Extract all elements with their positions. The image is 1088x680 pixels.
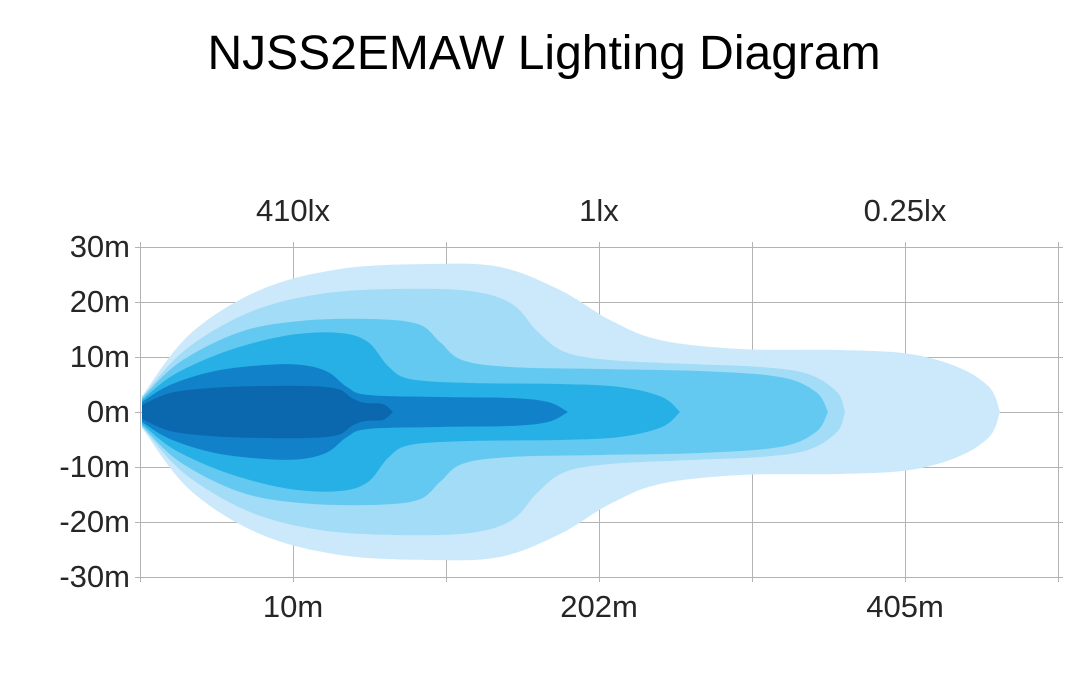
top-tick-label-410lx: 410lx [255, 193, 331, 228]
y-tick-label--10m: -10m [59, 449, 130, 484]
bottom-tick-label-10m: 10m [262, 589, 324, 624]
y-tick-label-0m: 0m [86, 394, 130, 429]
beam-contour-level-6-brightest-core-410lx [142, 385, 393, 439]
beam-contour-plot [135, 242, 1063, 582]
chart-title: NJSS2EMAW Lighting Diagram [207, 27, 881, 80]
y-tick-label-30m: 30m [69, 229, 130, 264]
bottom-tick-label-405m: 405m [866, 589, 944, 624]
plot-area [135, 242, 1063, 582]
top-tick-label-0.25lx: 0.25lx [863, 193, 947, 228]
y-tick-label--20m: -20m [59, 504, 130, 539]
y-tick-label-10m: 10m [69, 339, 130, 374]
y-tick-label-20m: 20m [69, 284, 130, 319]
bottom-tick-label-202m: 202m [560, 589, 638, 624]
top-tick-label-1lx: 1lx [579, 193, 619, 228]
y-tick-label--30m: -30m [59, 559, 130, 594]
